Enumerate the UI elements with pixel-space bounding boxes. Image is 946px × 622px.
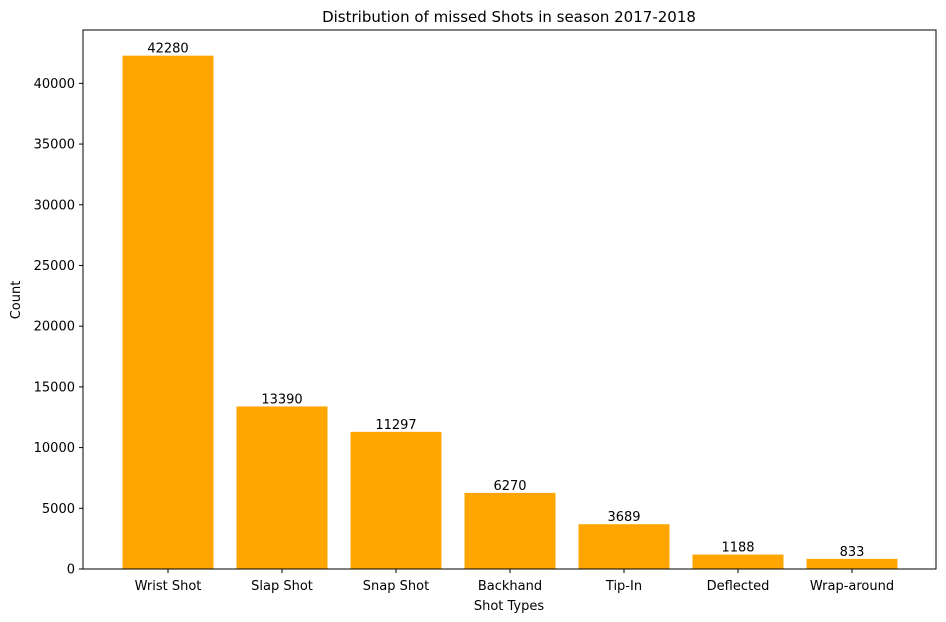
x-tick-label: Deflected — [707, 579, 770, 594]
x-tick-label: Tip-In — [605, 579, 642, 594]
y-tick-label: 10000 — [34, 441, 75, 456]
y-axis-label: Count — [9, 281, 24, 320]
y-tick-label: 0 — [67, 563, 75, 578]
data-label: 42280 — [147, 42, 188, 57]
y-tick-label: 15000 — [34, 380, 75, 395]
bar — [350, 431, 442, 569]
bar — [806, 558, 898, 569]
data-label: 6270 — [493, 479, 526, 494]
x-axis-label: Shot Types — [474, 599, 545, 614]
data-label: 833 — [840, 545, 865, 560]
data-label: 13390 — [261, 392, 302, 407]
data-label: 1188 — [721, 541, 754, 556]
x-tick-label: Backhand — [478, 579, 542, 594]
plot-area: 42280 Wrist Shot 13390 Slap Shot 11297 Snap S… — [34, 29, 937, 594]
plot-frame — [82, 29, 937, 570]
y-tick-label: 40000 — [34, 77, 75, 92]
x-tick-label: Wrap-around — [810, 579, 894, 594]
chart-title: Distribution of missed Shots in season 2… — [322, 8, 696, 26]
bar — [692, 554, 784, 569]
x-tick-label: Snap Shot — [363, 579, 429, 594]
y-tick-label: 5000 — [42, 502, 75, 517]
bar — [122, 55, 214, 569]
y-tick-label: 35000 — [34, 138, 75, 153]
bar — [578, 524, 670, 569]
data-label: 3689 — [607, 510, 640, 525]
y-tick-label: 25000 — [34, 259, 75, 274]
bar — [464, 492, 556, 569]
y-tick-label: 30000 — [34, 198, 75, 213]
data-label: 11297 — [375, 418, 416, 433]
bar — [236, 406, 328, 569]
y-tick-label: 20000 — [34, 320, 75, 335]
x-tick-label: Slap Shot — [251, 579, 313, 594]
x-tick-label: Wrist Shot — [135, 579, 202, 594]
